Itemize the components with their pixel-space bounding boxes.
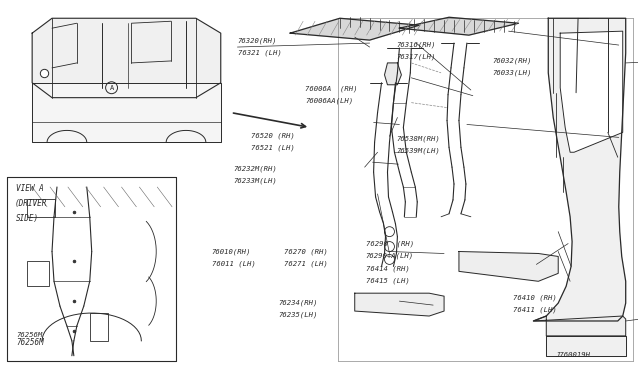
Text: 76414 (RH): 76414 (RH) [365, 265, 410, 272]
Text: 76415 (LH): 76415 (LH) [365, 277, 410, 283]
Polygon shape [560, 31, 623, 152]
Text: 76271 (LH): 76271 (LH) [284, 260, 328, 267]
Text: 76316(RH): 76316(RH) [396, 42, 436, 48]
Text: 76290  (RH): 76290 (RH) [365, 240, 414, 247]
Text: 76033(LH): 76033(LH) [493, 70, 532, 76]
Text: J760019H: J760019H [556, 352, 590, 358]
Polygon shape [399, 17, 518, 35]
Text: A: A [109, 85, 114, 91]
Polygon shape [290, 18, 419, 40]
Text: 76006AA(LH): 76006AA(LH) [305, 97, 353, 104]
Text: (DRIVER: (DRIVER [14, 199, 47, 208]
Text: 76235(LH): 76235(LH) [278, 312, 317, 318]
Text: 76233M(LH): 76233M(LH) [234, 178, 277, 184]
Polygon shape [533, 18, 626, 321]
Polygon shape [355, 293, 444, 316]
Polygon shape [32, 18, 221, 98]
Text: 76011 (LH): 76011 (LH) [212, 260, 255, 267]
Text: 76321 (LH): 76321 (LH) [237, 50, 282, 56]
Text: VIEW A: VIEW A [16, 185, 44, 193]
Bar [28, 199, 55, 217]
Text: 76232M(RH): 76232M(RH) [234, 166, 277, 172]
Polygon shape [547, 336, 626, 356]
Text: 76010(RH): 76010(RH) [212, 248, 251, 255]
Text: SIDE): SIDE) [16, 214, 40, 223]
Text: 76320(RH): 76320(RH) [237, 38, 277, 44]
Text: 76317(LH): 76317(LH) [396, 54, 436, 60]
Text: 76006A  (RH): 76006A (RH) [305, 86, 358, 92]
Text: 76290+A(LH): 76290+A(LH) [365, 252, 414, 259]
Text: 76411 (LH): 76411 (LH) [513, 307, 556, 313]
Text: 76032(RH): 76032(RH) [493, 58, 532, 64]
Polygon shape [385, 63, 401, 85]
Polygon shape [533, 316, 626, 336]
Bar [28, 262, 49, 286]
Bar [90, 313, 108, 341]
Text: 76539M(LH): 76539M(LH) [396, 147, 440, 154]
Text: 76521 (LH): 76521 (LH) [250, 144, 294, 151]
Text: 76256M: 76256M [16, 332, 42, 338]
Text: 76234(RH): 76234(RH) [278, 300, 317, 307]
Text: 76520 (RH): 76520 (RH) [250, 132, 294, 139]
Text: 76410 (RH): 76410 (RH) [513, 295, 556, 301]
Text: 76538M(RH): 76538M(RH) [396, 135, 440, 142]
Text: 76270 (RH): 76270 (RH) [284, 248, 328, 255]
Polygon shape [32, 83, 221, 142]
Text: 76256M: 76256M [16, 338, 44, 347]
Polygon shape [459, 251, 558, 281]
